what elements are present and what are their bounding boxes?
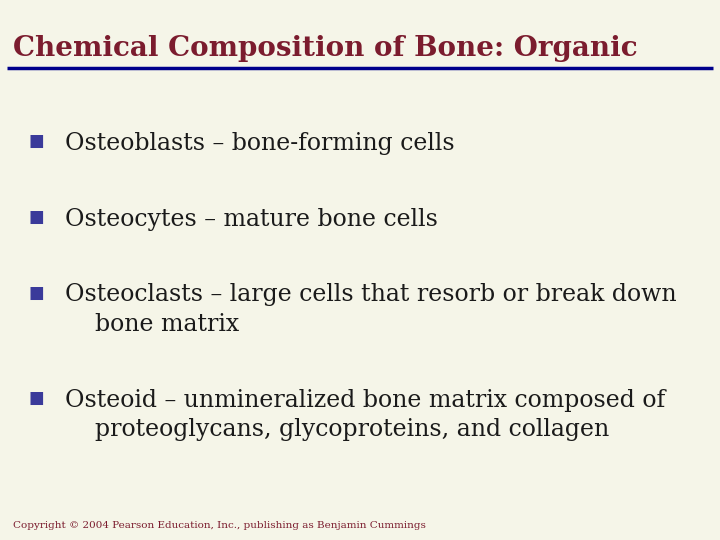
Text: ■: ■ [29, 132, 45, 150]
Text: Osteocytes – mature bone cells: Osteocytes – mature bone cells [65, 208, 438, 231]
Text: ■: ■ [29, 284, 45, 301]
Text: Chemical Composition of Bone: Organic: Chemical Composition of Bone: Organic [13, 35, 638, 62]
Text: ■: ■ [29, 389, 45, 407]
Text: ■: ■ [29, 208, 45, 226]
Text: Osteoid – unmineralized bone matrix composed of
    proteoglycans, glycoproteins: Osteoid – unmineralized bone matrix comp… [65, 389, 665, 441]
Text: Osteoclasts – large cells that resorb or break down
    bone matrix: Osteoclasts – large cells that resorb or… [65, 284, 676, 336]
Text: Copyright © 2004 Pearson Education, Inc., publishing as Benjamin Cummings: Copyright © 2004 Pearson Education, Inc.… [13, 521, 426, 530]
Text: Osteoblasts – bone-forming cells: Osteoblasts – bone-forming cells [65, 132, 454, 156]
